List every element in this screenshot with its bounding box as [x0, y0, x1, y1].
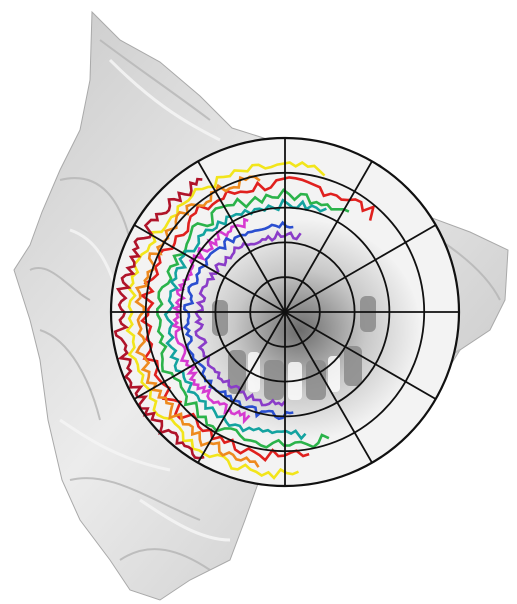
grid-spoke-11 — [133, 224, 286, 313]
orange-contour — [134, 175, 261, 468]
grid-spoke-5 — [284, 311, 437, 400]
grid-spoke-8 — [197, 311, 286, 464]
yellow-contour — [125, 161, 326, 480]
grid-spoke-6 — [284, 311, 373, 464]
green-contour — [155, 188, 350, 449]
teal-contour — [163, 198, 327, 441]
grid-spoke-3 — [284, 224, 437, 313]
dark-red-contour — [113, 177, 205, 460]
polar-grid — [109, 136, 461, 488]
grid-spoke-12 — [197, 160, 286, 313]
grid-spoke-9 — [133, 311, 286, 400]
grid-spoke-2 — [284, 160, 373, 313]
